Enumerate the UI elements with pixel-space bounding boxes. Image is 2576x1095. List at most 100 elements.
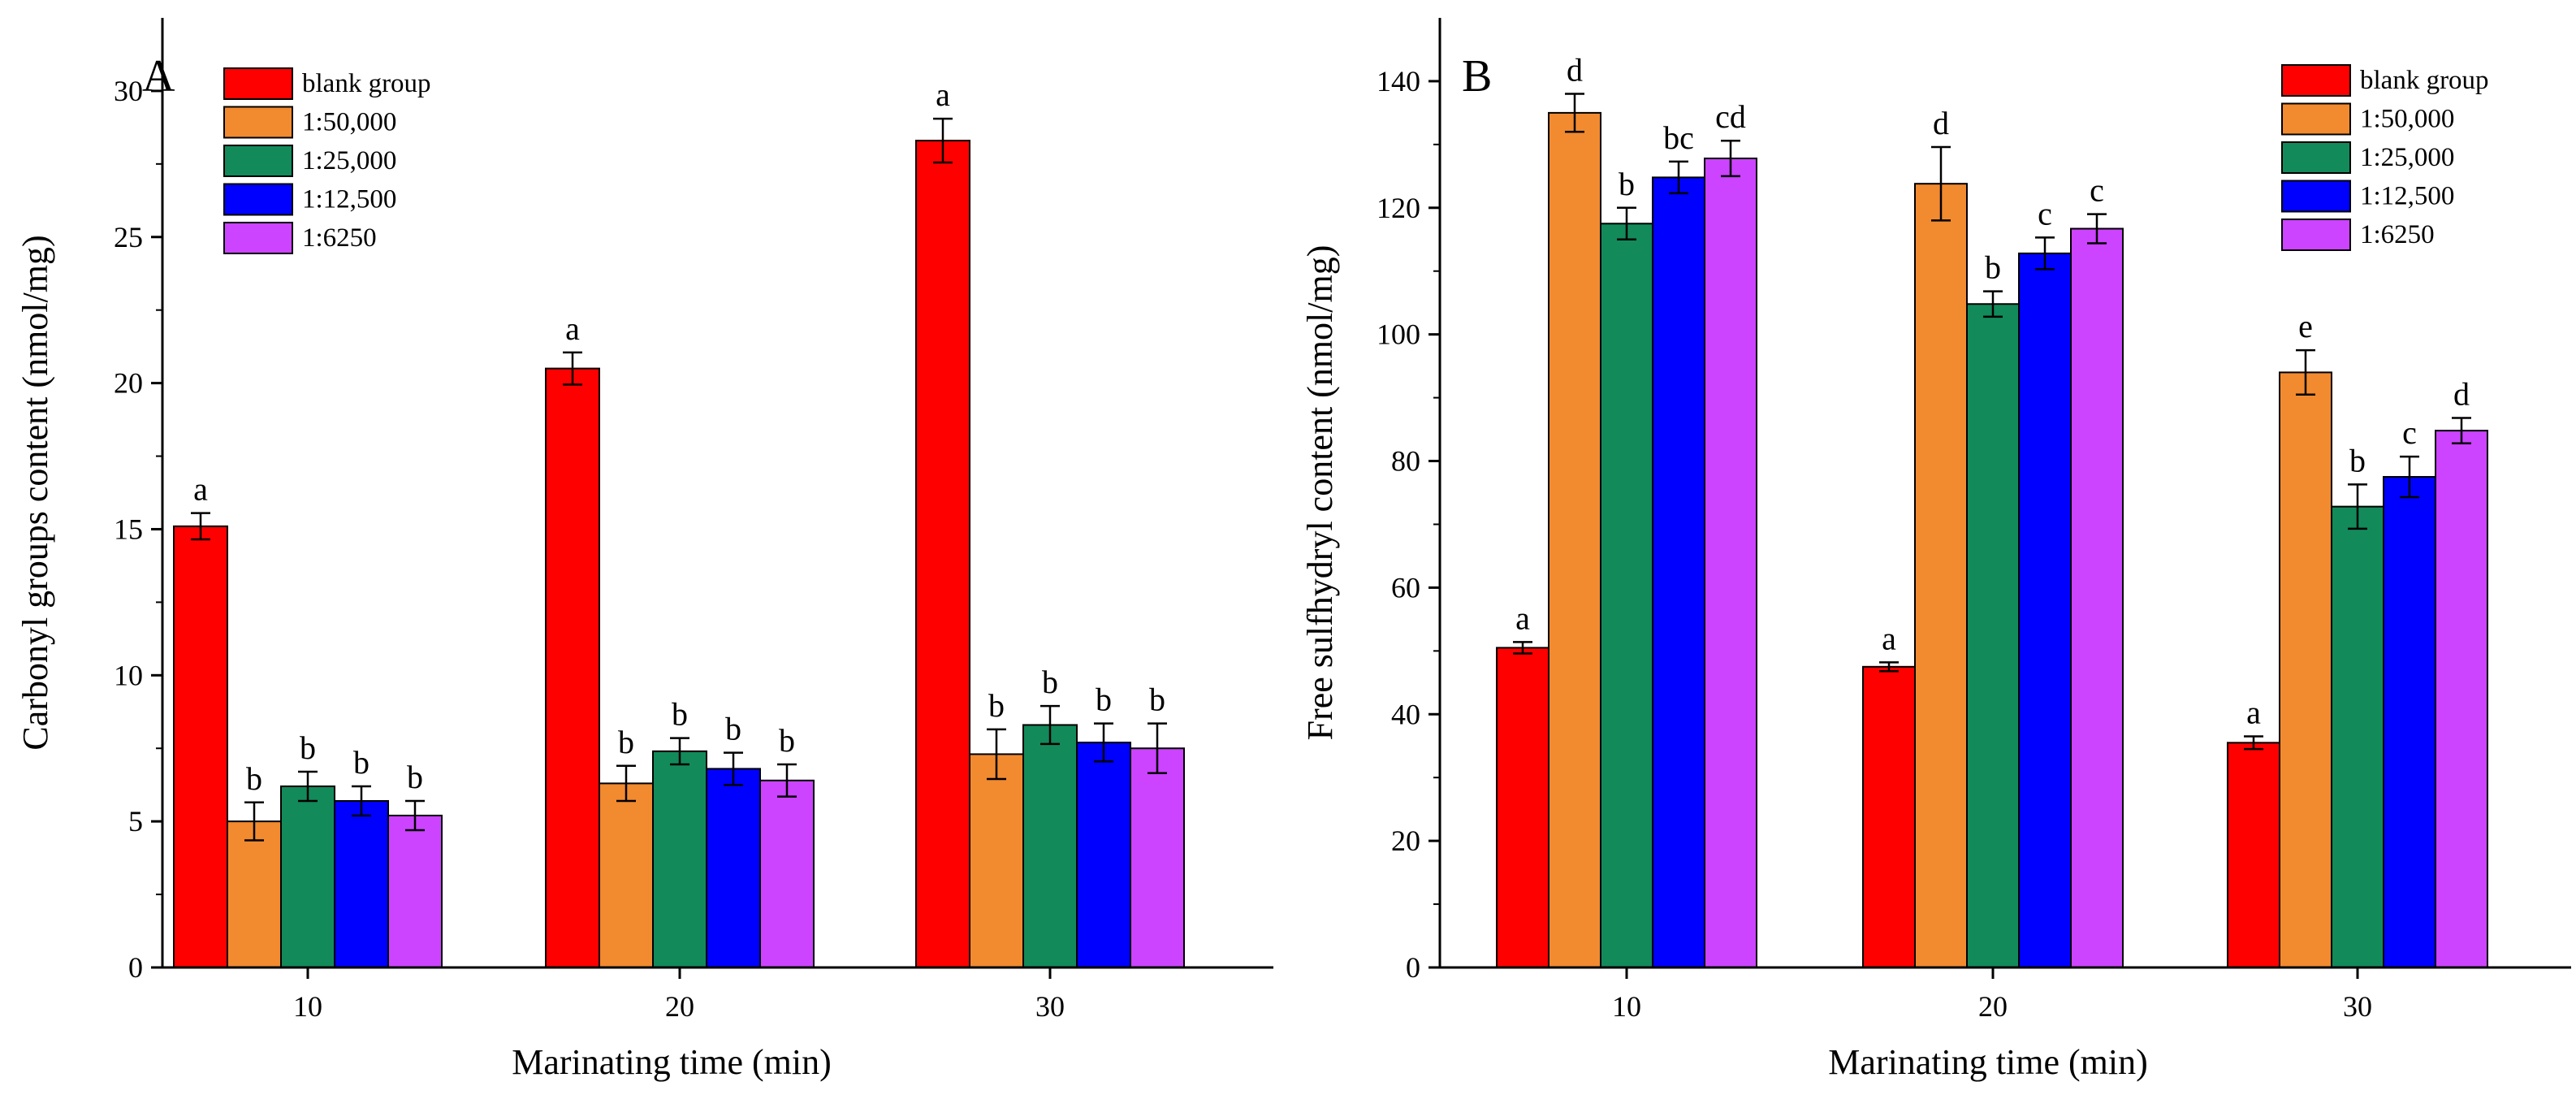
- significance-letter: d: [1567, 52, 1583, 89]
- legend-item: 1:50,000: [2281, 102, 2454, 136]
- error-bar: [670, 737, 689, 766]
- error-bar: [2244, 735, 2263, 751]
- significance-letter: c: [2038, 195, 2052, 232]
- error-bar: [1148, 722, 1167, 775]
- x-tick-label: 10: [293, 990, 322, 1023]
- bar: [1652, 176, 1705, 968]
- y-tick-label: 100: [1377, 318, 1420, 351]
- significance-letter: b: [1149, 682, 1165, 718]
- legend-label: 1:6250: [302, 223, 377, 253]
- error-bar: [405, 799, 425, 832]
- legend-item: 1:25,000: [223, 145, 396, 177]
- y-tick-label: 140: [1377, 65, 1420, 97]
- legend-item: 1:12,500: [2281, 180, 2454, 213]
- bar: [1496, 647, 1549, 968]
- bar: [2383, 476, 2436, 968]
- significance-letter: c: [2402, 414, 2417, 451]
- error-bar: [2035, 236, 2055, 271]
- significance-letter: bc: [1663, 119, 1694, 156]
- legend: blank group 1:50,000 1:25,000 1:12,500 1:625…: [223, 67, 431, 254]
- significance-letter: b: [725, 711, 741, 747]
- legend-label: 1:25,000: [2360, 143, 2454, 172]
- x-tick-label: 10: [1612, 990, 1641, 1023]
- x-tick-label: 30: [2343, 990, 2372, 1023]
- legend-label: 1:25,000: [302, 146, 396, 175]
- legend-swatch: [223, 145, 293, 177]
- significance-letter: a: [1515, 599, 1530, 636]
- bar: [969, 753, 1024, 968]
- error-bar: [563, 351, 582, 386]
- y-tick-label: 80: [1391, 445, 1420, 478]
- significance-letter: b: [353, 744, 370, 781]
- legend-item: 1:25,000: [2281, 141, 2454, 174]
- error-bar: [2087, 213, 2107, 245]
- significance-letter: a: [936, 76, 950, 113]
- significance-letter: b: [1042, 664, 1058, 700]
- legend-item: 1:6250: [2281, 219, 2435, 251]
- significance-letter: b: [246, 760, 262, 797]
- legend-swatch: [2281, 141, 2351, 174]
- legend-swatch: [223, 106, 293, 139]
- legend-swatch: [2281, 180, 2351, 213]
- error-bar: [2296, 348, 2315, 396]
- significance-letter: d: [2453, 376, 2470, 413]
- error-bar: [2400, 455, 2419, 499]
- panel-label: B: [1462, 51, 1492, 102]
- bar: [1966, 303, 2020, 968]
- bar: [759, 779, 815, 969]
- y-axis-title: Carbonyl groups content (nmol/mg): [15, 235, 55, 750]
- legend-item: blank group: [2281, 64, 2489, 97]
- bar: [227, 820, 282, 969]
- error-bar: [1565, 93, 1584, 133]
- bar: [652, 750, 707, 968]
- legend-label: blank group: [302, 69, 431, 98]
- y-tick-label: 30: [114, 75, 143, 107]
- panel-label: A: [142, 51, 175, 102]
- error-bar: [2348, 483, 2367, 530]
- bar: [173, 525, 228, 968]
- bar: [2279, 371, 2332, 968]
- significance-letter: a: [565, 310, 580, 347]
- y-tick-label: 5: [128, 805, 143, 837]
- legend-label: 1:50,000: [2360, 105, 2454, 134]
- significance-letter: a: [193, 471, 208, 508]
- legend-item: 1:50,000: [223, 106, 396, 139]
- y-tick-label: 0: [1406, 951, 1420, 984]
- significance-letter: b: [672, 696, 688, 733]
- error-bar: [191, 512, 210, 541]
- y-tick-label: 20: [114, 367, 143, 400]
- error-bar: [1721, 139, 1740, 178]
- y-axis-title: Free sulfhydryl content (nmol/mg): [1300, 245, 1340, 741]
- error-bar: [987, 728, 1006, 781]
- legend-item: 1:12,500: [223, 183, 396, 216]
- y-tick-label: 60: [1391, 571, 1420, 604]
- legend-swatch: [223, 67, 293, 100]
- significance-letter: b: [1096, 682, 1112, 718]
- error-bar: [1513, 641, 1532, 655]
- error-bar: [244, 801, 264, 842]
- bar: [2331, 505, 2384, 968]
- bar: [1076, 742, 1131, 968]
- error-bar: [1931, 145, 1951, 222]
- error-bar: [724, 751, 743, 786]
- significance-letter: b: [1619, 166, 1635, 202]
- legend-item: 1:6250: [223, 222, 377, 254]
- bar: [1600, 223, 1653, 968]
- bar: [706, 768, 761, 969]
- legend-label: 1:50,000: [302, 108, 396, 137]
- legend: blank group 1:50,000 1:25,000 1:12,500 1:625…: [2281, 64, 2489, 251]
- bar: [280, 785, 335, 969]
- error-bar: [1617, 206, 1636, 241]
- bar: [1862, 665, 1916, 968]
- legend-item: blank group: [223, 67, 431, 100]
- x-axis-title: Marinating time (min): [512, 1042, 831, 1082]
- significance-letter: e: [2298, 308, 2313, 344]
- significance-letter: b: [779, 722, 795, 759]
- y-tick-label: 15: [114, 513, 143, 545]
- error-bar: [616, 764, 636, 803]
- legend-swatch: [223, 183, 293, 216]
- bar: [2227, 742, 2280, 968]
- error-bar: [933, 117, 953, 164]
